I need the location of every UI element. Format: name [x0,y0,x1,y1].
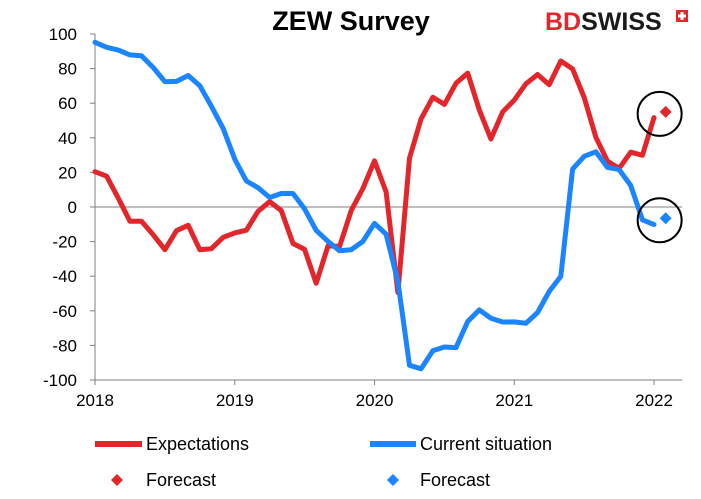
y-tick-label: 100 [49,25,77,44]
annotation-circle [636,197,683,244]
series-line-current-situation [92,39,657,372]
forecast-point-current-situation [659,212,672,225]
x-tick-label: 2018 [76,391,114,410]
legend-swatch-forecast-expectations [111,474,123,486]
y-tick-label: 0 [68,198,77,217]
y-tick-label: -40 [52,267,77,286]
swiss-cross-icon [676,10,688,22]
y-tick-label: -100 [43,371,77,390]
forecast-point-expectations [659,105,672,118]
x-tick-label: 2020 [356,391,394,410]
legend-label-forecast-current: Forecast [420,470,490,490]
y-tick-label: -80 [52,336,77,355]
y-tick-label: -60 [52,302,77,321]
x-tick-label: 2022 [635,391,673,410]
series-line-expectations [92,58,657,296]
brand-logo-text: BDSWISS [545,8,662,36]
x-tick-label: 2019 [216,391,254,410]
y-tick-label: 60 [58,94,77,113]
legend-label-expectations: Expectations [146,434,249,454]
y-tick-label: 40 [58,129,77,148]
legend-swatch-forecast-current [387,474,399,486]
chart-title: ZEW Survey [272,6,430,36]
x-tick-label: 2021 [495,391,533,410]
y-tick-label: -20 [52,233,77,252]
legend: Expectations Current situation Forecast … [95,434,552,490]
legend-label-current-situation: Current situation [420,434,552,454]
y-tick-label: 80 [58,60,77,79]
series-lines [92,39,657,372]
legend-label-forecast-expectations: Forecast [146,470,216,490]
annotation-circle [636,90,683,137]
brand-logo: BDSWISS [545,8,688,36]
brand-logo-swiss: SWISS [581,8,662,36]
y-tick-label: 20 [58,163,77,182]
brand-logo-bd: BD [545,8,581,36]
forecast-marks [636,90,683,244]
